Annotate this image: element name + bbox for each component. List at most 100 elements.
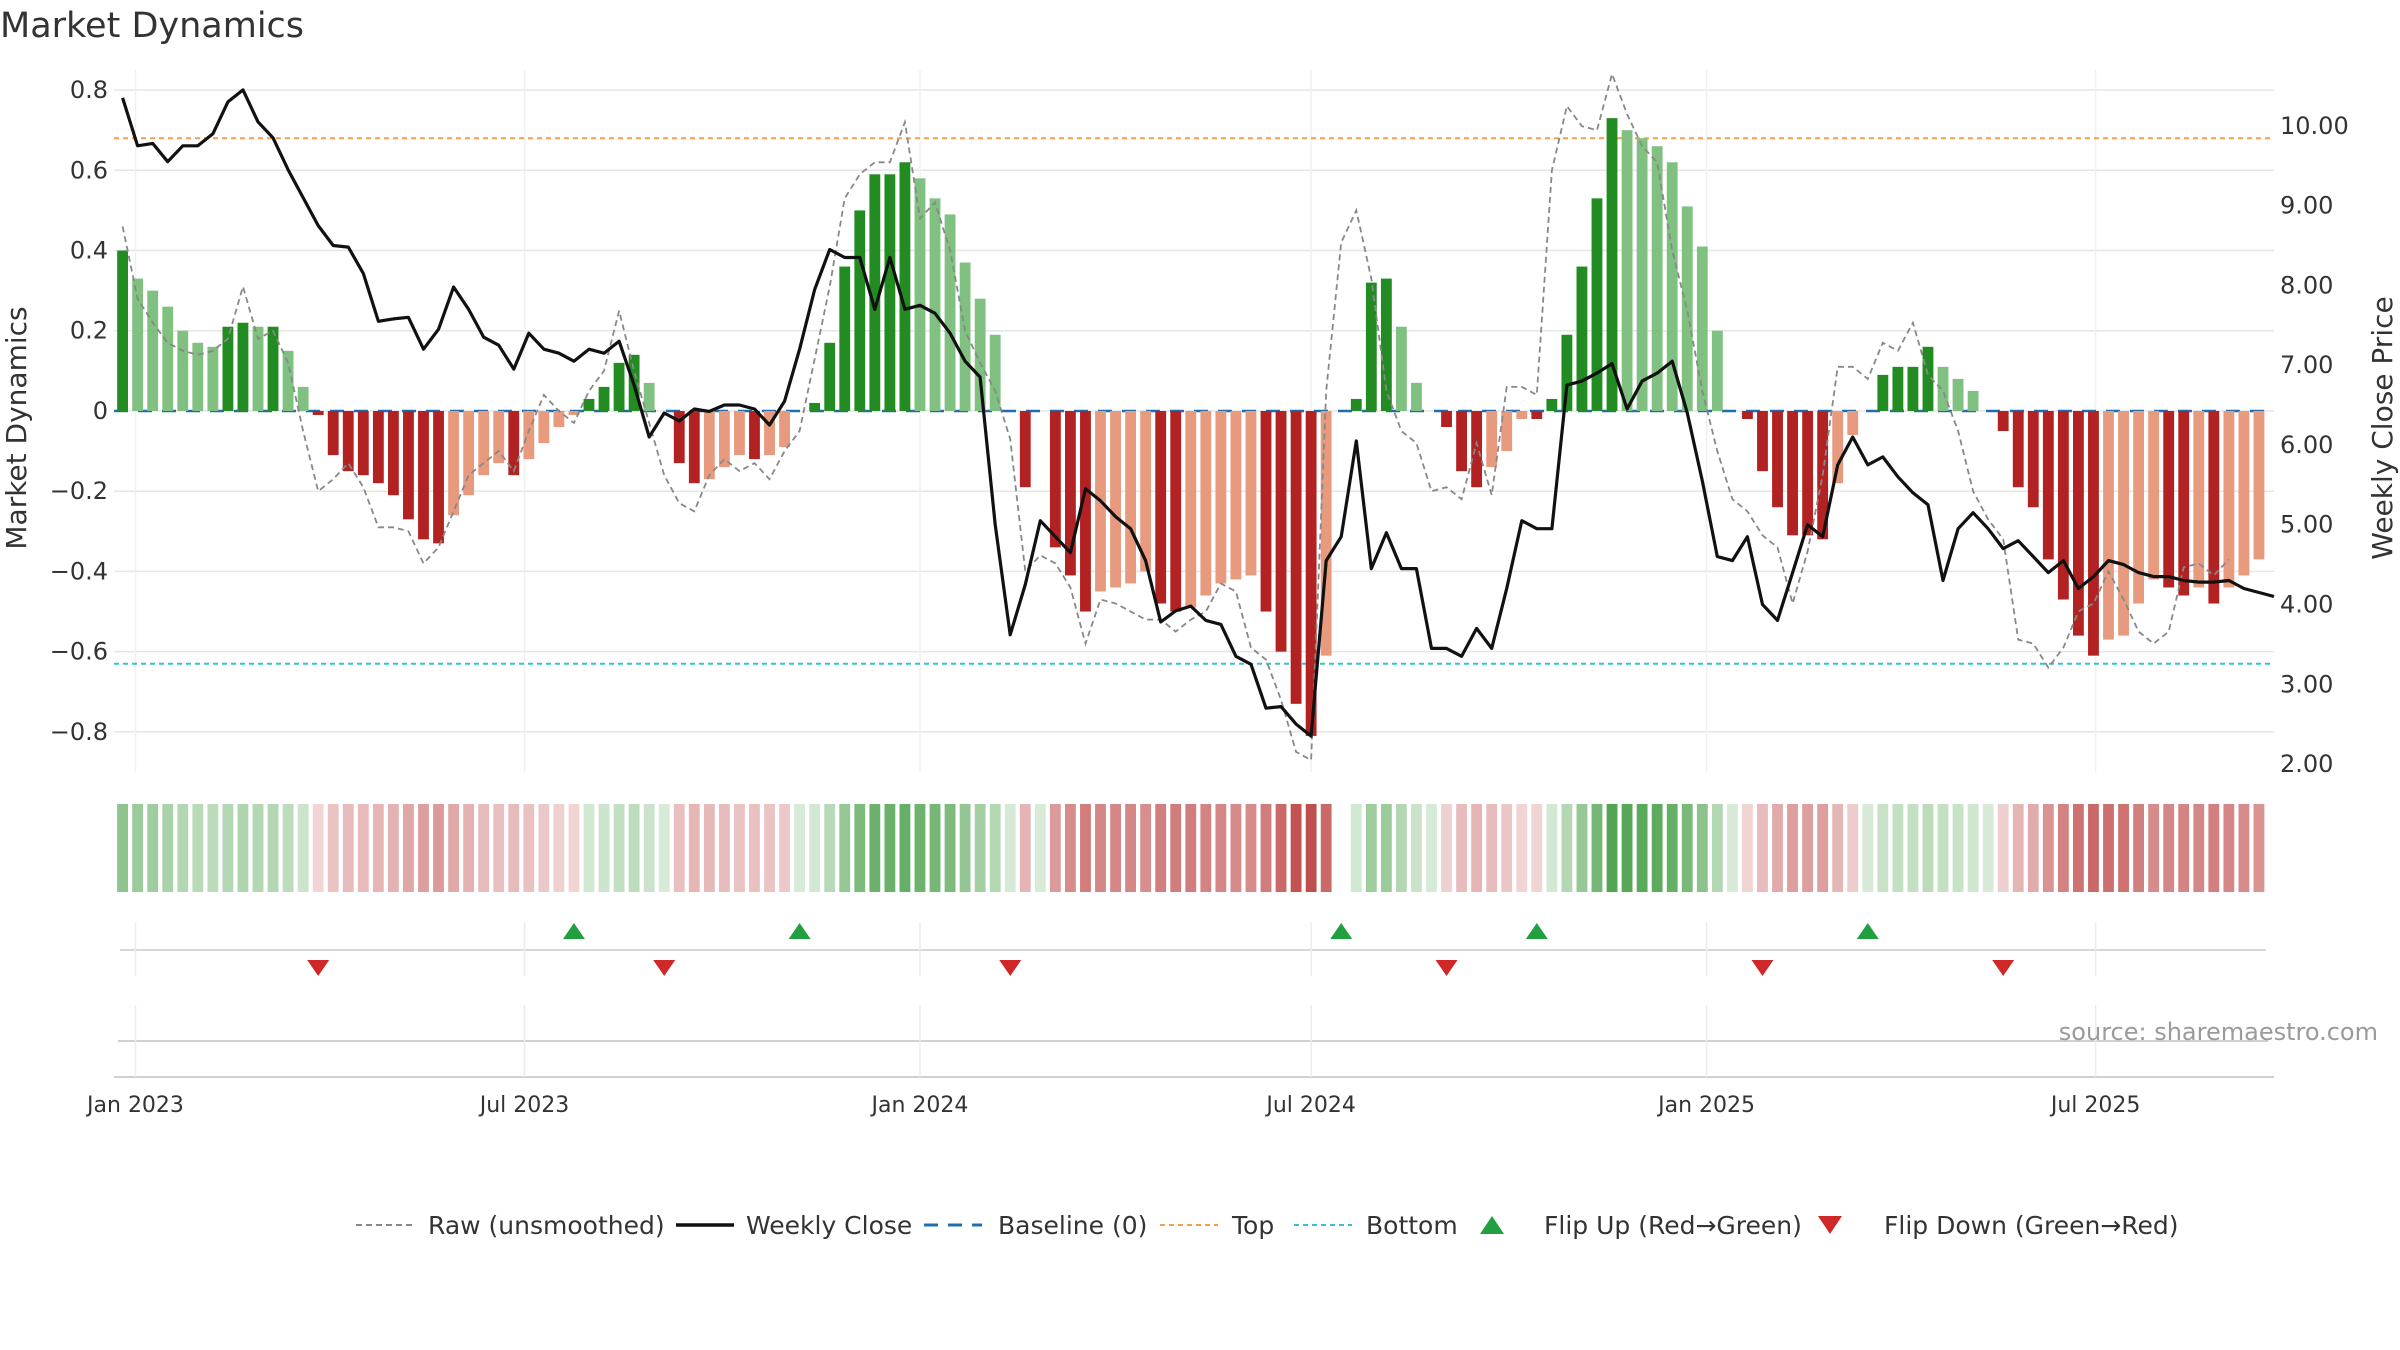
strip-cell [418, 804, 429, 892]
weekly-close-series [121, 88, 2275, 738]
flip-down-marker [1992, 960, 2015, 976]
md-bar [839, 266, 851, 411]
md-bar [162, 306, 174, 411]
y-tick-label: −0.4 [50, 557, 108, 585]
md-bar [1245, 410, 1257, 576]
strip-cell [222, 804, 234, 892]
md-bar [824, 342, 836, 411]
raw-line [121, 71, 2230, 762]
md-bar [403, 410, 414, 520]
strip-cell [493, 804, 505, 892]
md-bar [1230, 410, 1242, 580]
strip-cell [1426, 804, 1437, 892]
strip-cell [2163, 804, 2175, 892]
md-bar [1742, 410, 1753, 419]
strip-cell [2148, 804, 2160, 892]
flip-markers [307, 923, 2015, 976]
md-bar [117, 250, 129, 411]
chart-title: Market Dynamics [0, 6, 304, 46]
md-bar [1380, 278, 1392, 411]
y-tick-label: 0.6 [70, 156, 108, 184]
md-bar [1471, 410, 1483, 488]
md-bar [1757, 410, 1768, 472]
flip-down-marker [999, 960, 1022, 976]
strip-cell [839, 804, 851, 892]
strip-cell [207, 804, 219, 892]
strip-cell [2073, 804, 2084, 892]
flip-down-marker [1435, 960, 1458, 976]
strip-cell [2103, 804, 2114, 892]
md-bar [974, 298, 986, 411]
legend-label: Bottom [1366, 1211, 1458, 1240]
md-bar [1832, 410, 1844, 484]
md-bar [1290, 410, 1302, 704]
md-bar [1260, 410, 1272, 612]
strip-cell [1561, 804, 1573, 892]
md-bar [1456, 410, 1467, 472]
y-tick-label: 0.2 [70, 317, 108, 345]
md-bar [237, 322, 249, 411]
y-right-tick-label: 8.00 [2280, 271, 2333, 299]
md-bar [613, 362, 625, 411]
md-bar [1019, 410, 1031, 488]
md-bar [1411, 382, 1422, 411]
md-bar [899, 162, 911, 411]
flip-up-marker [1856, 923, 1879, 939]
strip-cell [1290, 804, 1302, 892]
y-right-tick-label: 6.00 [2280, 431, 2333, 459]
strip-cell [147, 804, 159, 892]
md-bar [463, 410, 475, 496]
md-bar [2118, 410, 2129, 636]
md-bar [147, 290, 159, 411]
strip-cell [914, 804, 926, 892]
strip-cell [1802, 804, 1814, 892]
md-bar [2057, 410, 2069, 600]
md-bar [418, 410, 429, 540]
strip-cell [433, 804, 444, 892]
md-bar [508, 410, 520, 476]
md-bar [944, 214, 956, 411]
bottom-panel: source: sharemaestro.com Jan 2023 Jul 202… [85, 1005, 2378, 1118]
strip-cell [598, 804, 610, 892]
md-bar [1320, 410, 1332, 656]
strip-cell [854, 804, 866, 892]
strip-cell [779, 804, 790, 892]
y-right-tick-label: 3.00 [2280, 670, 2333, 698]
strip-cell [613, 804, 625, 892]
source-label: source: sharemaestro.com [2059, 1018, 2378, 1046]
md-bar [1666, 162, 1678, 411]
strip-cell [2193, 804, 2205, 892]
legend-label: Flip Down (Green→Red) [1884, 1211, 2179, 1240]
strip-cell [1817, 804, 1829, 892]
y-tick-label: 0.8 [70, 76, 108, 104]
md-bar [1621, 130, 1633, 411]
bottom-panel-grid [114, 1005, 2274, 1078]
legend-label: Raw (unsmoothed) [428, 1211, 665, 1240]
md-bar [1952, 378, 1964, 411]
y-right-tick-label: 4.00 [2280, 590, 2333, 618]
strip-cell [1832, 804, 1844, 892]
strip-cell [1742, 804, 1753, 892]
strip-cell [1095, 804, 1106, 892]
left-axis-label: Market Dynamics [0, 306, 33, 549]
md-bar [1892, 366, 1904, 411]
strip-cell [1922, 804, 1934, 892]
y-tick-label: 0 [93, 397, 108, 425]
close-line [121, 88, 2275, 738]
md-bar [869, 174, 881, 411]
left-axis-ticks: 0.8 0.6 0.4 0.2 0 −0.2 −0.4 −0.6 −0.8 [50, 76, 108, 746]
md-bar [2133, 410, 2145, 604]
md-bar [1125, 410, 1137, 584]
strip-cell [734, 804, 745, 892]
md-bar [1110, 410, 1121, 588]
strip-cell [929, 804, 941, 892]
md-bar [2148, 410, 2160, 580]
strip-cell [1576, 804, 1588, 892]
strip-cell [177, 804, 189, 892]
md-bar [448, 410, 459, 516]
md-bar [1651, 146, 1663, 411]
strip-cell [117, 804, 129, 892]
x-tick-label: Jul 2024 [1264, 1093, 1356, 1118]
flip-up-marker [788, 923, 811, 939]
